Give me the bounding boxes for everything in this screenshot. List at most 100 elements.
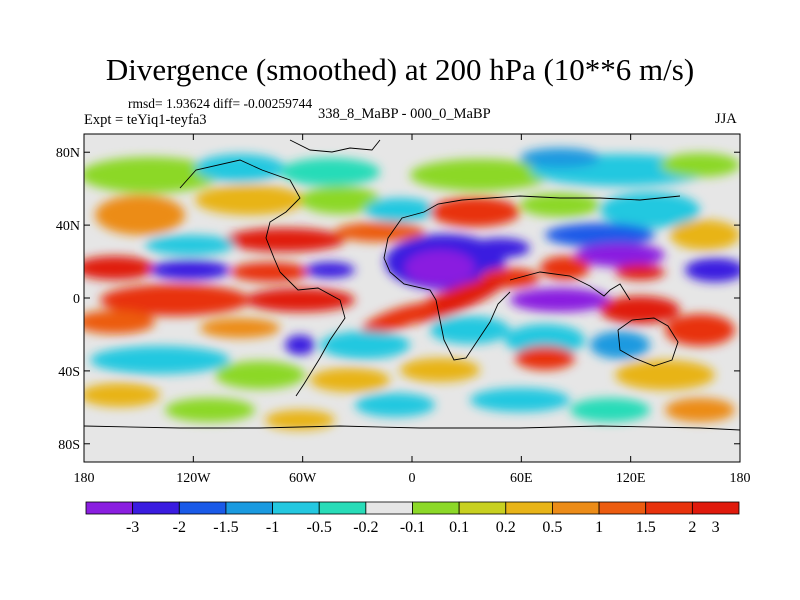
latitude-axis: 80N 40N 0 40S 80S	[56, 146, 740, 453]
lon-tick-label: 120W	[176, 471, 211, 486]
field-blob	[430, 197, 520, 227]
field-blob	[600, 296, 680, 324]
field-blob	[575, 243, 665, 267]
field-blob	[520, 193, 600, 217]
lat-tick-label: 40S	[58, 365, 80, 380]
field-blob	[430, 316, 510, 344]
field-blob	[665, 314, 735, 346]
colorbar-label: 2	[688, 519, 696, 536]
field-blob	[590, 331, 650, 359]
colorbar-swatch	[318, 501, 367, 515]
field-blob	[361, 302, 439, 334]
colorbar-swatch	[225, 501, 273, 515]
field-blob	[310, 368, 390, 392]
field-blob	[84, 310, 155, 334]
field-blob	[615, 264, 665, 280]
colorbar-label: 0.1	[449, 519, 469, 536]
lon-tick-label: 180	[74, 471, 95, 486]
lat-tick-label: 80S	[58, 438, 80, 453]
coastline-north-america	[179, 159, 301, 273]
longitude-axis: 180 120W 60W 0 60E 120E 180	[74, 134, 751, 486]
season-label: JJA	[715, 111, 737, 127]
colorbar-label: -3	[126, 519, 139, 536]
field-blob	[285, 335, 315, 355]
colorbar-swatch	[272, 501, 320, 515]
field-blob	[265, 410, 335, 430]
coastlines	[84, 139, 740, 431]
colorbar-swatch	[365, 501, 413, 515]
field-blob	[615, 360, 715, 390]
colorbar-swatch	[691, 501, 740, 515]
lon-tick-label: 120E	[616, 471, 646, 486]
field-blob	[195, 154, 285, 182]
coastline-south-asia	[509, 271, 631, 301]
colorbar-label: 1.5	[636, 519, 656, 536]
field-blob	[365, 198, 435, 222]
comparison-label: 338_8_MaBP - 000_0_MaBP	[318, 106, 491, 122]
lon-tick-label: 0	[409, 471, 416, 486]
field-blobs	[84, 148, 740, 430]
colorbar-label: -0.5	[307, 519, 332, 536]
colorbar-swatch	[458, 501, 507, 515]
field-blob	[470, 388, 570, 412]
field-blob	[355, 393, 435, 417]
field-blob	[200, 318, 280, 338]
field-blob	[665, 398, 735, 422]
field-blob	[545, 223, 655, 247]
colorbar-label: 0.5	[542, 519, 562, 536]
field-blob	[510, 288, 610, 312]
field-blob	[84, 383, 160, 407]
divergence-field	[84, 134, 740, 462]
colorbar: -3 -2 -1.5 -1 -0.5 -0.2 -0.1 0.1 0.2 0.5 1 1.5 2 3	[85, 501, 740, 536]
colorbar-label: 1	[595, 519, 603, 536]
coastline-australia	[617, 317, 679, 367]
field-blob	[90, 346, 230, 374]
field-blob	[470, 238, 530, 258]
field-blob	[245, 288, 355, 312]
field-blob	[225, 228, 345, 252]
field-blob	[145, 235, 235, 255]
colorbar-swatch	[132, 501, 180, 515]
field-blob	[95, 195, 185, 235]
field-blob	[280, 158, 380, 186]
field-blob	[400, 358, 480, 382]
colorbar-swatch	[645, 501, 693, 515]
coastline-antarctica	[84, 425, 740, 431]
lon-tick-label: 180	[730, 471, 751, 486]
field-blob	[685, 258, 740, 282]
field-blob	[670, 220, 740, 250]
colorbar-swatch	[598, 501, 647, 515]
colorbar-label: -0.1	[400, 519, 425, 536]
field-blob	[405, 250, 475, 286]
field-blob	[215, 361, 305, 389]
colorbar-label: -1	[266, 519, 279, 536]
coastline-eurasia-north	[383, 195, 681, 259]
page-title: Divergence (smoothed) at 200 hPa (10**6 …	[105, 52, 695, 87]
lat-tick-label: 80N	[56, 146, 80, 161]
colorbar-swatch	[552, 501, 600, 515]
colorbar-label: -0.2	[353, 519, 378, 536]
rmsd-label: rmsd= 1.93624 diff= -0.00259744	[128, 96, 313, 111]
field-blob	[150, 260, 230, 280]
field-blob	[300, 186, 380, 214]
field-blob	[320, 331, 410, 359]
coastline-south-america	[279, 271, 346, 397]
field-blob	[195, 185, 305, 215]
field-blob	[660, 153, 740, 177]
lat-tick-label: 40N	[56, 219, 80, 234]
field-blob	[570, 398, 650, 422]
lon-tick-label: 60E	[510, 471, 533, 486]
lat-tick-label: 0	[73, 292, 80, 307]
colorbar-swatch	[178, 501, 227, 515]
colorbar-label: 0.2	[496, 519, 516, 536]
colorbar-label: 3	[712, 519, 720, 536]
colorbar-swatch	[412, 501, 460, 515]
colorbar-swatch	[85, 501, 134, 515]
field-blob	[84, 157, 220, 193]
field-blob	[230, 262, 310, 282]
field-blob	[165, 398, 255, 422]
field-blob	[600, 192, 700, 228]
colorbar-swatch	[505, 501, 553, 515]
colorbar-label: -2	[173, 519, 186, 536]
